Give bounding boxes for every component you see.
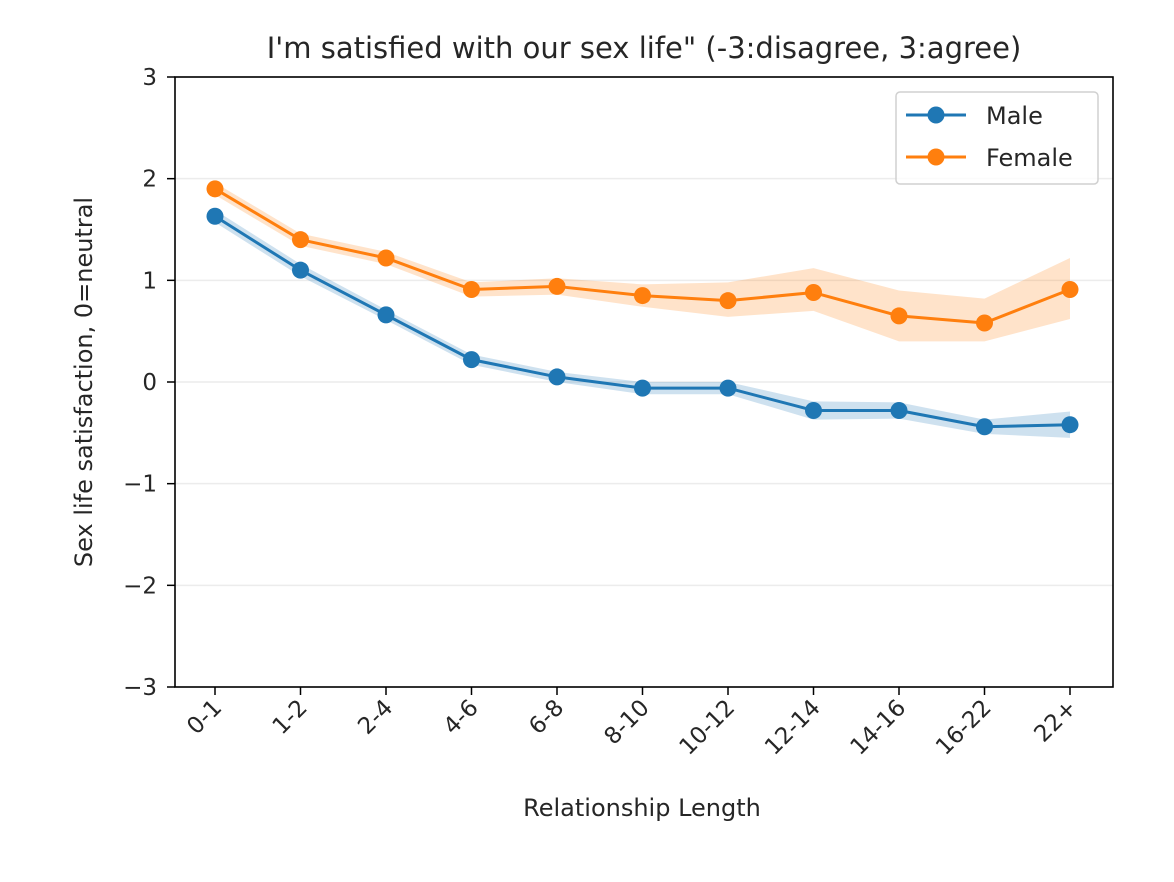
x-tick-label: 6-8 [524, 695, 569, 740]
y-axis-label: Sex life satisfaction, 0=neutral [70, 197, 98, 567]
male-data-point [463, 351, 480, 369]
y-tick-label: 3 [142, 65, 157, 91]
female-data-point [890, 307, 908, 325]
y-tick-label: −1 [123, 472, 157, 498]
male-data-point [377, 306, 395, 324]
x-tick-label: 22+ [1030, 695, 1083, 748]
series-points [206, 180, 1079, 436]
female-data-point [377, 249, 395, 267]
male-data-point [634, 379, 651, 397]
female-data-point [292, 231, 309, 249]
y-tick-label: 0 [142, 370, 157, 396]
female-data-point [548, 277, 566, 295]
male-data-point [719, 379, 737, 397]
x-tick-label: 8-10 [599, 695, 654, 750]
female-data-point [1061, 280, 1079, 298]
female-data-point [805, 284, 822, 302]
female-data-point [463, 280, 480, 298]
female-legend-marker [927, 148, 945, 166]
x-tick-label: 0-1 [182, 695, 227, 740]
male-data-point [292, 261, 309, 279]
y-axis-ticks: −3 −2 −1 0 1 2 3 [123, 65, 175, 701]
y-tick-label: 1 [142, 268, 157, 294]
female-data-point [634, 287, 651, 305]
y-tick-label: −3 [123, 675, 157, 701]
x-tick-label: 1-2 [268, 695, 313, 740]
male-legend-marker [927, 106, 945, 124]
legend: Male Female [895, 91, 1099, 185]
male-data-point [976, 418, 993, 436]
x-axis-label: Relationship Length [523, 794, 761, 822]
confidence-bands [215, 182, 1070, 438]
x-tick-label: 14-16 [846, 695, 912, 761]
y-tick-label: 2 [142, 167, 157, 193]
male-data-point [805, 401, 822, 419]
x-tick-label: 2-4 [353, 695, 398, 740]
female-data-point [206, 180, 224, 198]
female-legend-label: Female [986, 144, 1073, 172]
x-axis-ticks: 0-1 1-2 2-4 4-6 6-8 8-10 10-12 12-14 14-16 16-22 2… [182, 687, 1082, 761]
x-tick-label: 16-22 [931, 695, 997, 761]
x-tick-label: 4-6 [439, 695, 484, 740]
female-confidence-band [215, 182, 1070, 342]
male-data-point [1061, 416, 1079, 434]
female-data-point [976, 314, 993, 332]
male-legend-label: Male [986, 102, 1043, 130]
x-tick-label: 12-14 [760, 695, 826, 761]
x-tick-label: 10-12 [675, 695, 741, 761]
female-data-point [719, 292, 737, 310]
y-tick-label: −2 [123, 573, 157, 599]
male-data-point [890, 401, 908, 419]
male-data-point [548, 368, 566, 386]
male-data-point [206, 207, 224, 225]
chart-title: I'm satisfied with our sex life" (-3:dis… [267, 31, 1022, 65]
